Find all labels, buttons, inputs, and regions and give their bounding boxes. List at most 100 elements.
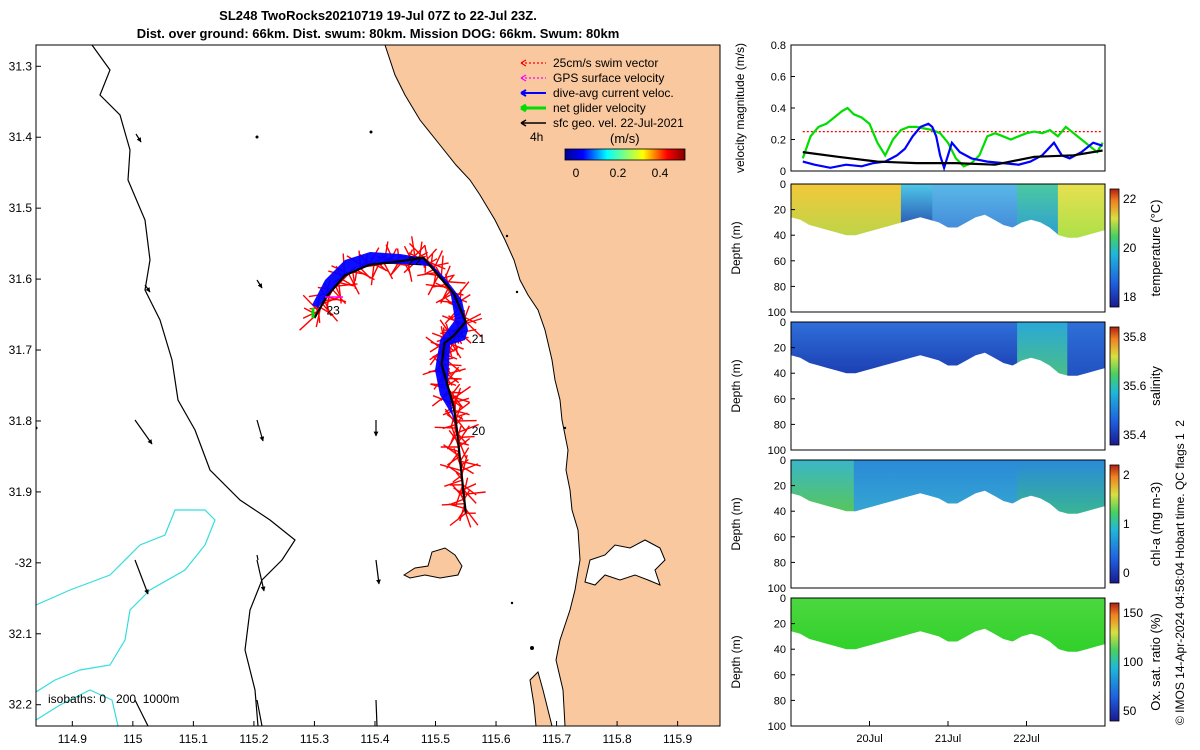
section-ytick-label: 40 bbox=[774, 644, 786, 656]
map-colorbar-tick-1: 0.2 bbox=[610, 166, 627, 180]
swim-vector bbox=[461, 454, 468, 476]
section-fill bbox=[1067, 322, 1105, 376]
section-ytick-label: 100 bbox=[768, 445, 786, 457]
swim-vector bbox=[320, 306, 334, 316]
swim-vector bbox=[454, 409, 470, 416]
section-fill bbox=[853, 460, 1018, 514]
map-frame bbox=[35, 44, 721, 727]
swim-vector bbox=[463, 316, 477, 324]
swim-vector bbox=[439, 463, 462, 472]
section-colorbar-tick: 100 bbox=[1123, 655, 1143, 669]
section-ylabel: Depth (m) bbox=[729, 497, 743, 550]
section-ytick-label: 0 bbox=[780, 455, 786, 467]
section-panel-oxygen: 0 20 40 60 80 100 Depth (m) 50 100 150 Ox. sat. ra… bbox=[729, 593, 1163, 733]
day-label: 22 bbox=[408, 254, 422, 268]
legend-gps: GPS surface velocity bbox=[553, 71, 664, 85]
section-colorbar-tick: 0 bbox=[1123, 566, 1130, 580]
swim-vector bbox=[441, 503, 465, 506]
swim-vector bbox=[335, 283, 358, 287]
section-colorbar-tick: 2 bbox=[1123, 468, 1130, 482]
swim-vector bbox=[465, 313, 482, 323]
legend-net: net glider velocity bbox=[553, 101, 646, 115]
swim-vector bbox=[440, 287, 450, 304]
swim-vector bbox=[446, 451, 460, 469]
map-colorbar-tick-0: 0 bbox=[573, 166, 580, 180]
day-label: 21 bbox=[472, 332, 486, 346]
velocity-ylabel: velocity magnitude (m/s) bbox=[733, 43, 747, 173]
section-ytick-label: 60 bbox=[774, 532, 786, 544]
velocity-series-1 bbox=[801, 106, 1104, 168]
swim-vector bbox=[352, 271, 365, 275]
map-xtick-label: 115.7 bbox=[542, 732, 571, 746]
swim-vector bbox=[317, 310, 321, 323]
swim-vector bbox=[302, 310, 319, 319]
section-ytick-label: 80 bbox=[774, 281, 786, 293]
section-colorbar-tick: 35.8 bbox=[1123, 330, 1147, 344]
section-colorbar-tick: 35.4 bbox=[1123, 428, 1147, 442]
swim-vector bbox=[447, 447, 460, 453]
swim-vector bbox=[460, 460, 481, 467]
isobaths-label: isobaths: 0 200 1000m bbox=[48, 692, 179, 706]
section-colorbar-tick: 35.6 bbox=[1123, 379, 1147, 393]
map-xtick-label: 115.6 bbox=[481, 732, 510, 746]
swim-vector bbox=[356, 269, 375, 281]
swim-vector bbox=[435, 292, 455, 304]
figure-title-line1: SL248 TwoRocks20210719 19-Jul 07Z to 22-… bbox=[219, 8, 537, 23]
section-ytick-label: 40 bbox=[774, 230, 786, 242]
map-ytick-label: 31.5 bbox=[9, 201, 33, 215]
map-xtick-label: 115.9 bbox=[663, 732, 692, 746]
map-xtick-label: 115.1 bbox=[179, 732, 208, 746]
section-frame bbox=[790, 321, 1106, 451]
isobath-200m bbox=[91, 45, 296, 726]
section-fill bbox=[791, 184, 902, 238]
swim-vector bbox=[465, 512, 472, 528]
section-ytick-label: 80 bbox=[774, 419, 786, 431]
section-ytick-label: 20 bbox=[774, 619, 786, 631]
section-colorbar-label: salinity bbox=[1148, 366, 1163, 406]
swim-vector bbox=[462, 484, 477, 496]
map-colorbar-tick-2: 0.4 bbox=[652, 166, 669, 180]
map-xtick-label: 115.4 bbox=[360, 732, 389, 746]
section-ytick-label: 0 bbox=[780, 593, 786, 605]
section-ytick-label: 100 bbox=[768, 721, 786, 733]
section-ylabel: Depth (m) bbox=[729, 635, 743, 688]
section-fill bbox=[1057, 184, 1105, 238]
map-legend: 25cm/s swim vector GPS surface velocity … bbox=[520, 56, 686, 180]
map-ytick-label: 32.2 bbox=[9, 698, 33, 712]
velocity-ytick-label: 0 bbox=[780, 166, 786, 178]
section-ytick-label: 40 bbox=[774, 506, 786, 518]
swim-vector bbox=[465, 321, 483, 338]
swim-vector bbox=[430, 262, 449, 268]
map-ytick-label: 32.1 bbox=[9, 627, 33, 641]
section-panel-salinity: 0 20 40 60 80 100 Depth (m) 35.4 35.6 35.8 salinit… bbox=[729, 317, 1163, 457]
section-fill bbox=[1017, 322, 1068, 376]
swim-vector bbox=[447, 377, 459, 387]
swim-vector bbox=[431, 283, 447, 288]
swim-vector bbox=[432, 272, 437, 287]
section-ylabel: Depth (m) bbox=[729, 359, 743, 412]
section-panel-temperature: 0 20 40 60 80 100 Depth (m) 18 20 22 temperature (… bbox=[729, 179, 1163, 319]
velocity-series-2 bbox=[802, 122, 1103, 172]
map-ytick-label: 31.6 bbox=[9, 272, 33, 286]
section-ytick-label: 20 bbox=[774, 481, 786, 493]
section-fill bbox=[932, 184, 1018, 238]
section-colorbar-label: Ox. sat. ratio (%) bbox=[1148, 613, 1163, 711]
section-ylabel: Depth (m) bbox=[729, 221, 743, 274]
section-colorbar-tick: 1 bbox=[1123, 517, 1130, 531]
map-xtick-label: 115 bbox=[123, 732, 142, 746]
section-ytick-label: 80 bbox=[774, 695, 786, 707]
section-panel-chl-a: 0 20 40 60 80 100 Depth (m) 0 1 2 chl-a (mg m-3) bbox=[729, 455, 1163, 595]
velocity-ytick-label: 0.4 bbox=[771, 103, 786, 115]
section-ytick-label: 0 bbox=[780, 179, 786, 191]
section-ytick-label: 20 bbox=[774, 343, 786, 355]
velocity-series-3 bbox=[802, 149, 1103, 166]
section-ytick-label: 100 bbox=[768, 307, 786, 319]
map-colorbar bbox=[564, 148, 686, 161]
section-ytick-label: 80 bbox=[774, 557, 786, 569]
map-xtick-label: 115.3 bbox=[300, 732, 329, 746]
interval-label: 4h bbox=[530, 130, 543, 144]
swim-vector bbox=[456, 432, 467, 444]
swim-vector bbox=[452, 474, 463, 483]
glider-track bbox=[313, 256, 468, 514]
swim-vector bbox=[460, 465, 474, 475]
